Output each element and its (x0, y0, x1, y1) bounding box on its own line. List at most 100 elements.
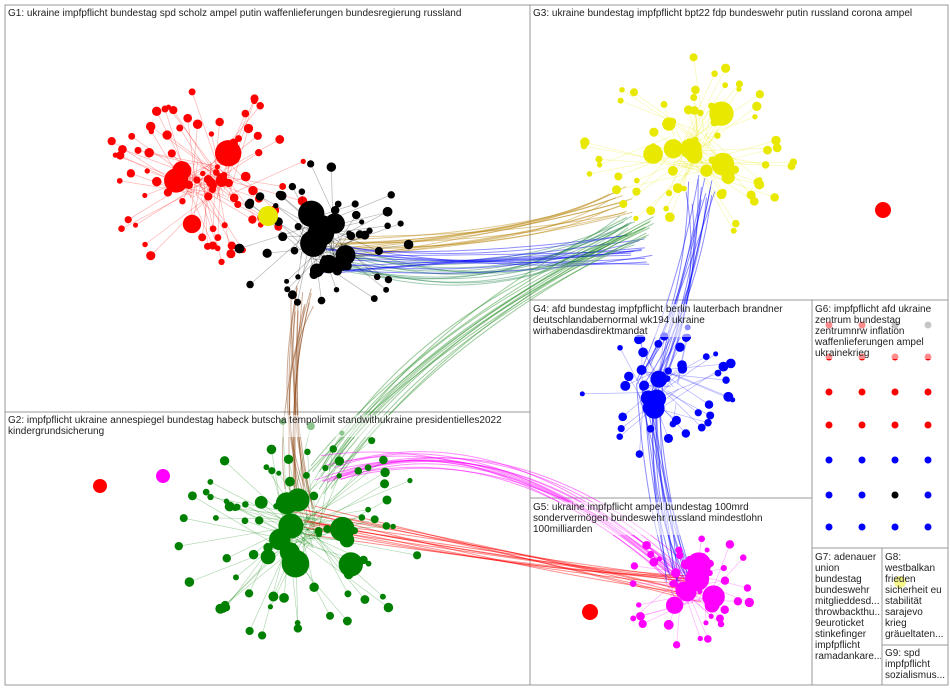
edge (336, 451, 691, 586)
edge (637, 393, 675, 578)
node (359, 219, 365, 225)
node (891, 456, 899, 464)
node (214, 164, 220, 170)
node (294, 222, 302, 231)
edge (674, 559, 691, 590)
edge (224, 534, 298, 606)
edge (288, 459, 304, 528)
node (708, 156, 717, 164)
node (200, 170, 206, 177)
edge (633, 583, 675, 585)
edge (249, 202, 302, 251)
edge (295, 542, 299, 629)
node (677, 364, 688, 374)
node (126, 169, 136, 178)
edge (303, 521, 702, 596)
edge (641, 181, 690, 373)
edge (317, 254, 653, 274)
edge (636, 150, 675, 192)
node (373, 273, 381, 281)
edge (314, 505, 701, 603)
edge (322, 232, 647, 495)
node (618, 412, 628, 422)
node (216, 173, 225, 182)
edge (349, 186, 627, 244)
edge (670, 378, 710, 405)
edge (664, 390, 711, 416)
edge (702, 133, 729, 178)
node (304, 448, 311, 456)
node (145, 121, 156, 132)
node (681, 185, 687, 192)
edge (120, 155, 211, 200)
edge (351, 224, 628, 275)
edge (336, 193, 610, 246)
node (653, 376, 661, 384)
node (744, 597, 755, 608)
edge (166, 134, 220, 174)
edge (303, 251, 375, 299)
edge (292, 311, 315, 509)
edge (653, 561, 678, 601)
node (891, 421, 899, 429)
node (351, 200, 359, 208)
node (365, 506, 371, 513)
node (733, 597, 743, 606)
node (368, 437, 376, 445)
node (334, 456, 345, 466)
node (630, 615, 637, 622)
node (285, 476, 295, 487)
node (370, 295, 378, 303)
edge (664, 370, 729, 398)
edge (677, 337, 687, 383)
edge (659, 558, 673, 576)
node (732, 219, 740, 228)
edge (290, 524, 320, 535)
node (711, 152, 735, 176)
node (390, 523, 396, 530)
edge (326, 256, 650, 265)
node (736, 86, 742, 92)
node (379, 593, 386, 600)
edge (672, 549, 708, 595)
edge (312, 203, 339, 254)
node (287, 290, 297, 300)
node (413, 551, 422, 560)
node (725, 540, 735, 549)
edge (135, 181, 205, 226)
edge (189, 160, 199, 226)
edge (705, 116, 756, 136)
edge (329, 240, 640, 270)
node (317, 296, 326, 305)
node (580, 142, 588, 150)
node (697, 588, 703, 594)
edge (328, 210, 336, 240)
edge (203, 180, 208, 247)
node (667, 165, 678, 176)
edge (646, 544, 709, 585)
edge (633, 91, 703, 142)
node (214, 234, 222, 242)
node (636, 365, 647, 375)
edge (353, 195, 623, 248)
edge (665, 139, 705, 209)
group-label: G5: ukraine impfpflicht ampel bundestag … (533, 502, 809, 535)
edge (288, 540, 298, 623)
edge (661, 178, 699, 387)
node (708, 102, 715, 110)
node (370, 515, 379, 524)
edge (215, 175, 232, 254)
edge (307, 243, 315, 275)
edge (206, 199, 222, 263)
node (243, 123, 254, 134)
edge (267, 534, 312, 558)
node (298, 188, 306, 195)
node (636, 612, 645, 621)
node (675, 342, 685, 352)
node (858, 421, 866, 429)
node (215, 117, 224, 127)
node (663, 205, 670, 212)
node (721, 63, 731, 73)
edge (292, 511, 366, 600)
edge (693, 57, 705, 132)
